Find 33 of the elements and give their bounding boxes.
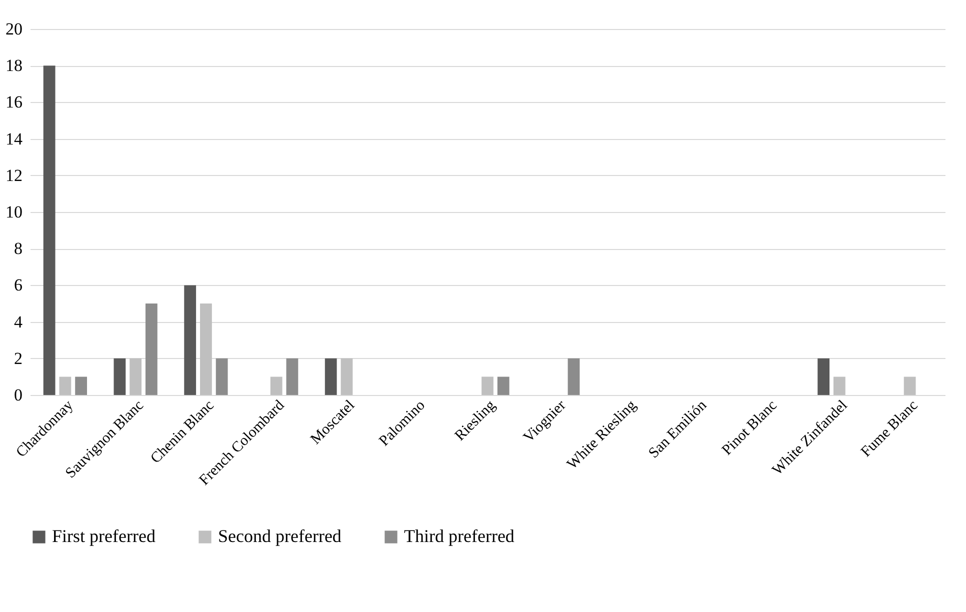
bar <box>184 285 196 395</box>
bar <box>43 66 56 395</box>
legend-label: First preferred <box>52 526 156 546</box>
bar <box>130 358 142 395</box>
y-tick-label: 0 <box>14 386 22 404</box>
legend-label: Second preferred <box>218 526 342 546</box>
bar <box>497 376 510 395</box>
bar <box>904 376 916 395</box>
bar <box>145 304 158 395</box>
bar <box>75 376 88 395</box>
bar <box>324 358 337 395</box>
y-tick-label: 8 <box>14 239 22 258</box>
bar <box>833 376 846 395</box>
y-tick-label: 16 <box>6 92 22 112</box>
y-tick-label: 4 <box>14 312 23 332</box>
bar <box>114 358 126 395</box>
y-tick-label: 12 <box>6 166 22 185</box>
y-tick-label: 6 <box>14 276 22 295</box>
y-tick-label: 10 <box>6 202 22 222</box>
bar <box>270 376 282 395</box>
bar <box>818 358 830 395</box>
bar <box>340 358 353 395</box>
y-tick-label: 14 <box>6 129 23 148</box>
y-tick-label: 2 <box>14 348 22 368</box>
bar <box>200 304 212 395</box>
bar <box>59 376 72 395</box>
bar <box>568 358 580 395</box>
bar <box>482 376 494 395</box>
legend-label: Third preferred <box>404 526 514 546</box>
bar <box>216 358 228 395</box>
y-tick-label: 20 <box>6 20 22 38</box>
bar <box>286 358 298 395</box>
y-tick-label: 18 <box>6 56 22 76</box>
